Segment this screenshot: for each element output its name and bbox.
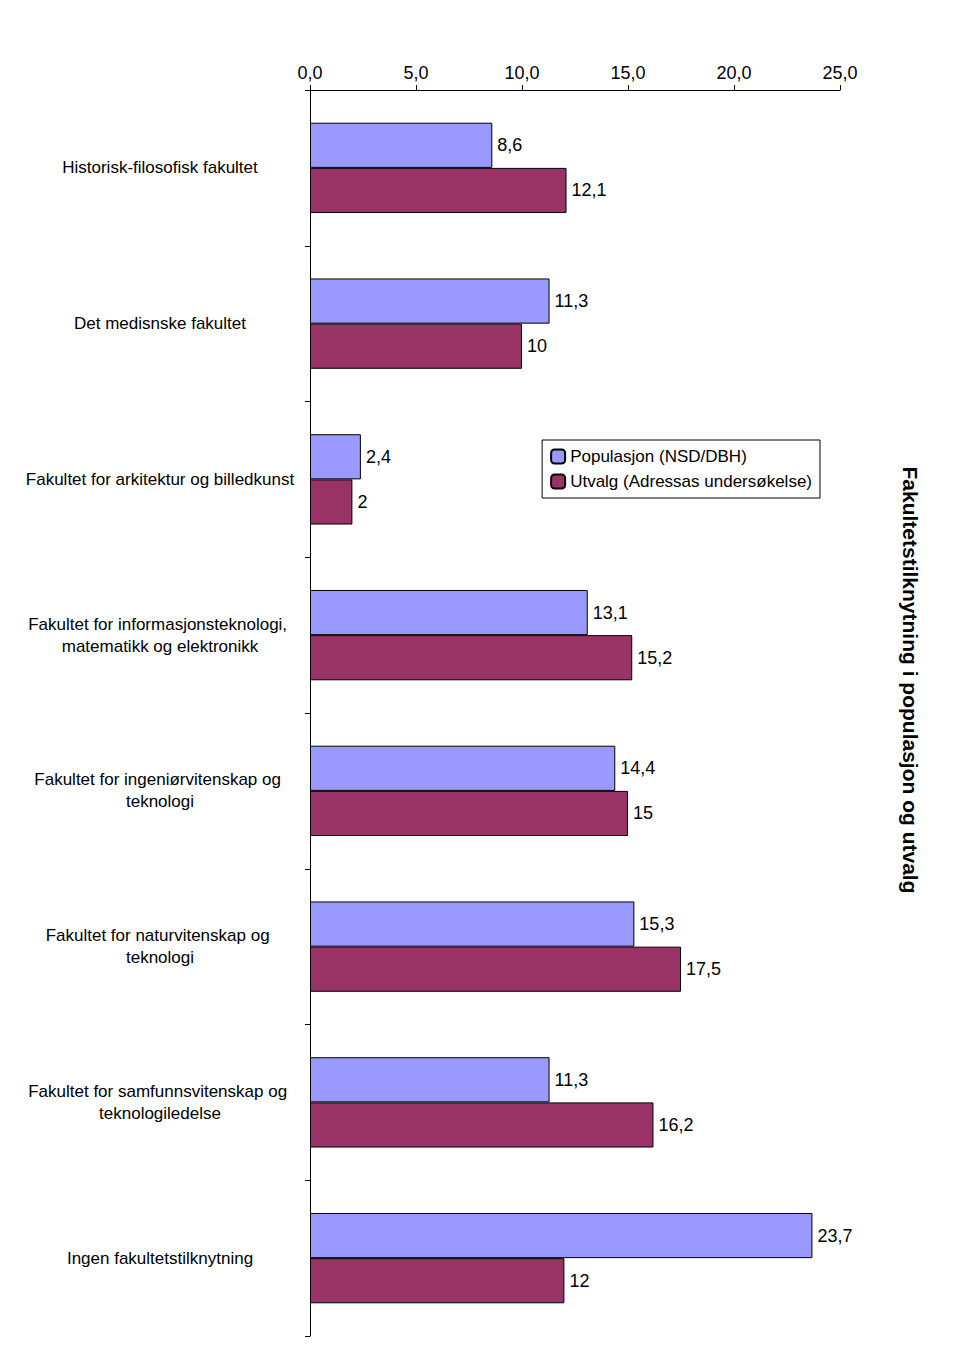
svg-text:15,2: 15,2 [637, 648, 672, 668]
svg-text:Fakultet for naturvitenskap og: Fakultet for naturvitenskap og [46, 926, 275, 945]
svg-text:16,2: 16,2 [658, 1115, 693, 1135]
svg-text:Fakultet for informasjonstekno: Fakultet for informasjonsteknologi, [28, 615, 292, 634]
svg-text:5,0: 5,0 [403, 63, 428, 83]
svg-text:Fakultet for arkitektur og bil: Fakultet for arkitektur og billedkunst [26, 470, 295, 489]
svg-text:12: 12 [569, 1271, 589, 1291]
svg-text:20,0: 20,0 [716, 63, 751, 83]
svg-text:10,0: 10,0 [504, 63, 539, 83]
svg-text:Ingen fakultetstilknytning: Ingen fakultetstilknytning [67, 1249, 253, 1268]
svg-text:Utvalg (Adressas undersøkelse): Utvalg (Adressas undersøkelse) [570, 472, 812, 491]
svg-text:teknologi: teknologi [126, 792, 194, 811]
svg-text:17,5: 17,5 [686, 959, 721, 979]
svg-text:15,0: 15,0 [610, 63, 645, 83]
svg-text:Historisk-filosofisk fakultet: Historisk-filosofisk fakultet [62, 158, 258, 177]
svg-text:8,6: 8,6 [497, 135, 522, 155]
svg-text:Det medisnske fakultet: Det medisnske fakultet [74, 314, 246, 333]
svg-text:Fakultet for ingeniørvitenskap: Fakultet for ingeniørvitenskap og [34, 770, 285, 789]
svg-text:Fakultetstilknytning i populas: Fakultetstilknytning i populasjon og utv… [899, 466, 922, 893]
svg-text:15,3: 15,3 [639, 914, 674, 934]
svg-text:Fakultet for samfunnsvitenskap: Fakultet for samfunnsvitenskap og [28, 1082, 292, 1101]
svg-text:2,4: 2,4 [366, 447, 391, 467]
svg-text:15: 15 [633, 803, 653, 823]
svg-text:0,0: 0,0 [297, 63, 322, 83]
svg-text:11,3: 11,3 [555, 291, 589, 311]
svg-text:teknologiledelse: teknologiledelse [99, 1104, 221, 1123]
svg-text:25,0: 25,0 [822, 63, 857, 83]
svg-text:11,3: 11,3 [555, 1070, 589, 1090]
svg-text:Populasjon (NSD/DBH): Populasjon (NSD/DBH) [570, 447, 747, 466]
svg-text:13,1: 13,1 [593, 603, 628, 623]
svg-text:14,4: 14,4 [620, 758, 655, 778]
svg-text:matematikk og elektronikk: matematikk og elektronikk [62, 637, 259, 656]
svg-text:10: 10 [527, 336, 547, 356]
svg-text:2: 2 [357, 492, 367, 512]
svg-text:23,7: 23,7 [817, 1226, 852, 1246]
svg-text:12,1: 12,1 [572, 180, 607, 200]
svg-text:teknologi: teknologi [126, 948, 194, 967]
